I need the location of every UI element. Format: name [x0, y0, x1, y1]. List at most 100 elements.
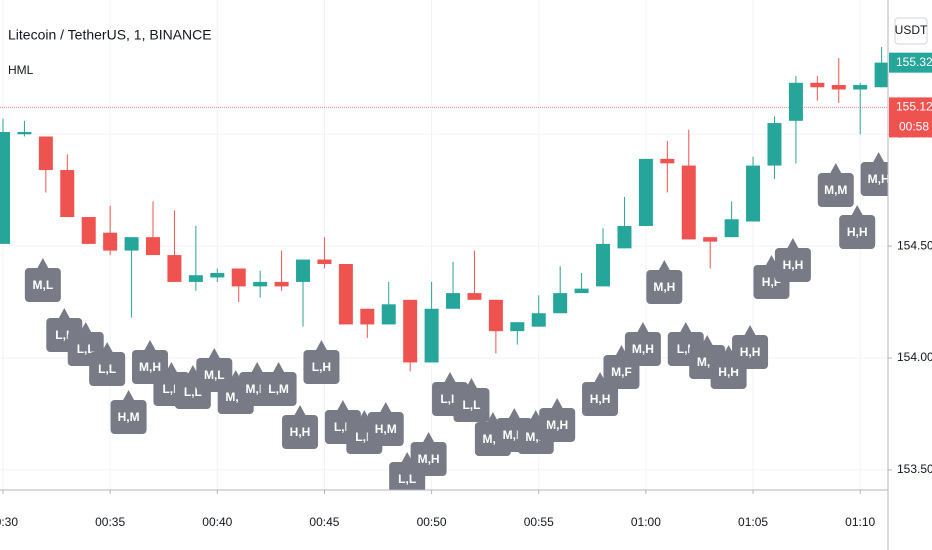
candle-body [0, 132, 10, 244]
label-text: H,H [740, 345, 761, 359]
axes: 153.50154.00154.50155.0000:3000:3500:400… [0, 52, 932, 529]
candle-body [681, 165, 696, 240]
label-text: L,L [462, 398, 480, 412]
price-line-label: 155.12 [896, 100, 932, 114]
label-arrow [401, 452, 414, 463]
label-box [539, 408, 576, 442]
candle-body [767, 123, 782, 166]
candle-body [724, 219, 739, 238]
label-text: H,H [590, 392, 611, 406]
x-tick-label: 00:40 [202, 515, 232, 529]
chart-title: Litecoin / TetherUS, 1, BINANCE [8, 27, 212, 43]
label-text: L,L [77, 342, 95, 356]
label-text: H,H [783, 258, 804, 272]
candle-body [553, 293, 568, 314]
label-box [860, 162, 888, 196]
label-text: H,M [375, 422, 397, 436]
label-arrow [294, 405, 307, 416]
label-arrow [508, 408, 521, 419]
label-text: M,M [824, 183, 847, 197]
label-arrow [829, 163, 842, 174]
label-text: M,H [546, 418, 568, 432]
label-arrow [144, 340, 157, 351]
candle-body [810, 82, 825, 88]
x-tick-label: 00:50 [417, 515, 447, 529]
label-arrow [679, 322, 692, 333]
currency-label[interactable]: USDT [895, 23, 928, 37]
label-arrow [872, 152, 885, 163]
currency-button[interactable] [894, 17, 928, 45]
candle-body [17, 132, 32, 135]
label-arrow [58, 308, 71, 319]
label-text: M,H [868, 172, 890, 186]
candle-body [81, 217, 96, 244]
candle-body [403, 299, 418, 363]
countdown-label: 00:58 [899, 120, 929, 134]
last-price-tag [889, 52, 932, 73]
candle-body [188, 275, 203, 282]
candle-body [167, 255, 182, 282]
label-arrow [358, 410, 371, 421]
candle-body [596, 243, 611, 287]
label-box [453, 388, 490, 422]
candle-body [510, 322, 525, 332]
label-arrow [315, 340, 328, 351]
candle-body [574, 288, 589, 294]
price-line-tag [889, 97, 932, 138]
label-arrow [744, 325, 757, 336]
label-arrow [208, 348, 221, 359]
label-box [24, 268, 61, 302]
label-arrow [272, 362, 285, 373]
candle-body [124, 237, 139, 251]
label-box [774, 248, 811, 282]
label-box [839, 215, 876, 249]
label-text: M,F [611, 365, 632, 379]
candle-body [788, 82, 803, 121]
candle-body [338, 264, 353, 325]
y-tick-label: 154.00 [897, 350, 932, 364]
candle-body [60, 170, 75, 218]
candle-body [274, 281, 289, 287]
label-arrow [444, 372, 457, 383]
label-arrow [251, 362, 264, 373]
label-arrow [529, 410, 542, 421]
label-arrow [701, 335, 714, 346]
label-arrow [636, 322, 649, 333]
candle-body [531, 313, 546, 327]
label-box [410, 442, 447, 476]
label-text: M,H [139, 360, 161, 374]
x-tick-label: 00:35 [95, 515, 125, 529]
label-arrow [615, 345, 628, 356]
label-arrow [422, 432, 435, 443]
label-box [89, 352, 126, 386]
label-box [646, 270, 683, 304]
candle-body [210, 272, 225, 278]
label-text: H,M [118, 410, 140, 424]
candle-body [446, 293, 461, 309]
label-arrow [594, 372, 607, 383]
candle-body [638, 158, 653, 226]
label-text: H,H [718, 365, 739, 379]
label-arrow [379, 402, 392, 413]
candle-body [660, 158, 675, 164]
label-box [732, 335, 769, 369]
label-text: M,H [653, 280, 675, 294]
label-arrow [122, 390, 135, 401]
label-box [624, 332, 661, 366]
x-tick-label: 00:55 [524, 515, 554, 529]
label-arrow [36, 258, 49, 269]
label-arrow [186, 365, 199, 376]
label-arrow [851, 205, 864, 216]
candle-body [617, 225, 632, 249]
candle-body [296, 259, 311, 282]
label-box [582, 382, 619, 416]
candle-body [703, 237, 718, 242]
candle-body [488, 299, 503, 332]
label-arrow [101, 342, 114, 353]
label-arrow [229, 370, 242, 381]
label-text: M,L [33, 278, 54, 292]
candle-body [231, 268, 246, 287]
last-price-label: 155.32 [896, 55, 932, 69]
candle-body [746, 165, 761, 222]
